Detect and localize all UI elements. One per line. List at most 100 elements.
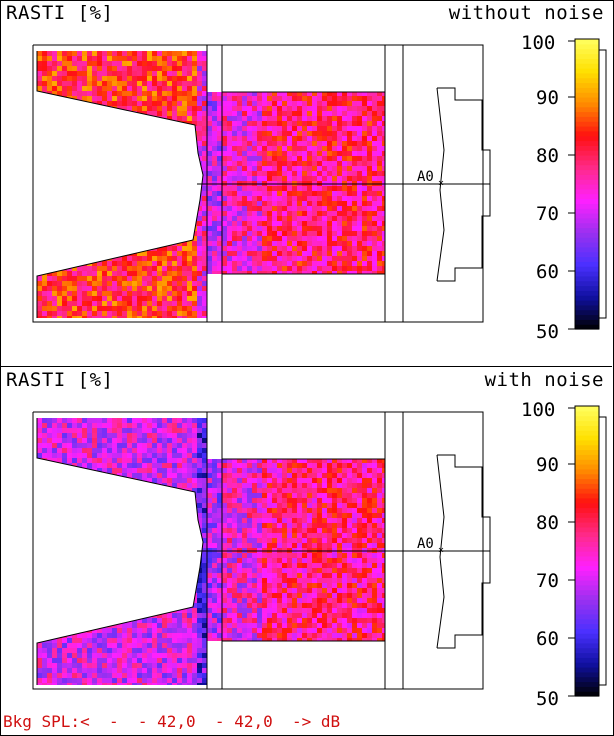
heatmap-cell	[302, 166, 307, 171]
heatmap-cell	[57, 81, 62, 86]
heatmap-cell	[202, 463, 207, 468]
heatmap-cell	[97, 171, 102, 176]
heatmap-cell	[192, 291, 197, 296]
heatmap-cell	[372, 418, 377, 423]
heatmap-cell	[212, 306, 217, 311]
heatmap-cell	[137, 256, 142, 261]
heatmap-cell	[157, 493, 162, 498]
heatmap-cell	[97, 151, 102, 156]
heatmap-cell	[167, 316, 172, 318]
heatmap-cell	[202, 61, 207, 66]
heatmap-cell	[322, 428, 327, 433]
heatmap-cell	[362, 131, 367, 136]
heatmap-cell	[102, 136, 107, 141]
heatmap-cell	[62, 306, 67, 311]
heatmap-cell	[192, 493, 197, 498]
heatmap-cell	[322, 483, 327, 488]
heatmap-cell	[147, 306, 152, 311]
heatmap-cell	[317, 483, 322, 488]
heatmap-cell	[372, 126, 377, 131]
heatmap-cell	[132, 458, 137, 463]
heatmap-cell	[342, 76, 347, 81]
heatmap-cell	[277, 246, 282, 251]
colorbar-step	[575, 208, 599, 214]
heatmap-cell	[107, 131, 112, 136]
heatmap-cell	[337, 286, 342, 291]
heatmap-cell	[107, 301, 112, 306]
heatmap-cell	[172, 171, 177, 176]
heatmap-cell	[372, 136, 377, 141]
heatmap-cell	[72, 91, 77, 96]
heatmap-cell	[172, 246, 177, 251]
heatmap-cell	[382, 251, 385, 256]
heatmap-cell	[312, 61, 317, 66]
heatmap-cell	[317, 76, 322, 81]
heatmap-cell	[192, 76, 197, 81]
heatmap-cell	[357, 266, 362, 271]
heatmap-cell	[287, 76, 292, 81]
heatmap-cell	[77, 316, 82, 318]
heatmap-cell	[217, 448, 222, 453]
heatmap-cell	[112, 131, 117, 136]
heatmap-cell	[37, 141, 42, 146]
heatmap-cell	[62, 191, 67, 196]
heatmap-cell	[67, 191, 72, 196]
heatmap-cell	[292, 196, 297, 201]
heatmap-cell	[267, 463, 272, 468]
heatmap-cell	[117, 216, 122, 221]
heatmap-cell	[72, 186, 77, 191]
heatmap-cell	[57, 231, 62, 236]
heatmap-cell	[122, 418, 127, 423]
heatmap-cell	[317, 493, 322, 498]
heatmap-cell	[262, 286, 267, 291]
heatmap-cell	[92, 201, 97, 206]
heatmap-cell	[87, 146, 92, 151]
heatmap-cell	[207, 478, 212, 483]
heatmap-cell	[327, 191, 332, 196]
heatmap-cell	[152, 161, 157, 166]
heatmap-cell	[367, 166, 372, 171]
heatmap-cell	[72, 166, 77, 171]
heatmap-cell	[332, 231, 337, 236]
heatmap-cell	[147, 161, 152, 166]
heatmap-cell	[232, 171, 237, 176]
heatmap-cell	[362, 458, 367, 463]
heatmap-cell	[337, 236, 342, 241]
heatmap-cell	[207, 301, 212, 306]
heatmap-cell	[47, 498, 52, 503]
heatmap-cell	[322, 56, 327, 61]
heatmap-cell	[297, 126, 302, 131]
heatmap-cell	[77, 56, 82, 61]
heatmap-cell	[157, 121, 162, 126]
heatmap-cell	[102, 246, 107, 251]
heatmap-cell	[207, 186, 212, 191]
heatmap-cell	[347, 236, 352, 241]
heatmap-cell	[92, 271, 97, 276]
heatmap-cell	[207, 96, 212, 101]
heatmap-cell	[262, 463, 267, 468]
heatmap-cell	[42, 488, 47, 493]
heatmap-cell	[137, 206, 142, 211]
heatmap-cell	[182, 306, 187, 311]
heatmap-cell	[187, 231, 192, 236]
heatmap-cell	[72, 468, 77, 473]
heatmap-cell	[232, 221, 237, 226]
heatmap-cell	[152, 146, 157, 151]
heatmap-cell	[77, 126, 82, 131]
heatmap-cell	[117, 186, 122, 191]
heatmap-cell	[132, 191, 137, 196]
heatmap-cell	[127, 453, 132, 458]
heatmap-cell	[72, 271, 77, 276]
heatmap-cell	[332, 448, 337, 453]
heatmap-cell	[92, 211, 97, 216]
heatmap-cell	[162, 448, 167, 453]
colorbar-step	[575, 188, 599, 195]
heatmap-cell	[212, 101, 217, 106]
heatmap-cell	[112, 166, 117, 171]
heatmap-cell	[127, 61, 132, 66]
heatmap-cell	[87, 433, 92, 438]
heatmap-cell	[57, 463, 62, 468]
heatmap-cell	[267, 428, 272, 433]
heatmap-cell	[47, 276, 52, 281]
heatmap-cell	[172, 61, 177, 66]
